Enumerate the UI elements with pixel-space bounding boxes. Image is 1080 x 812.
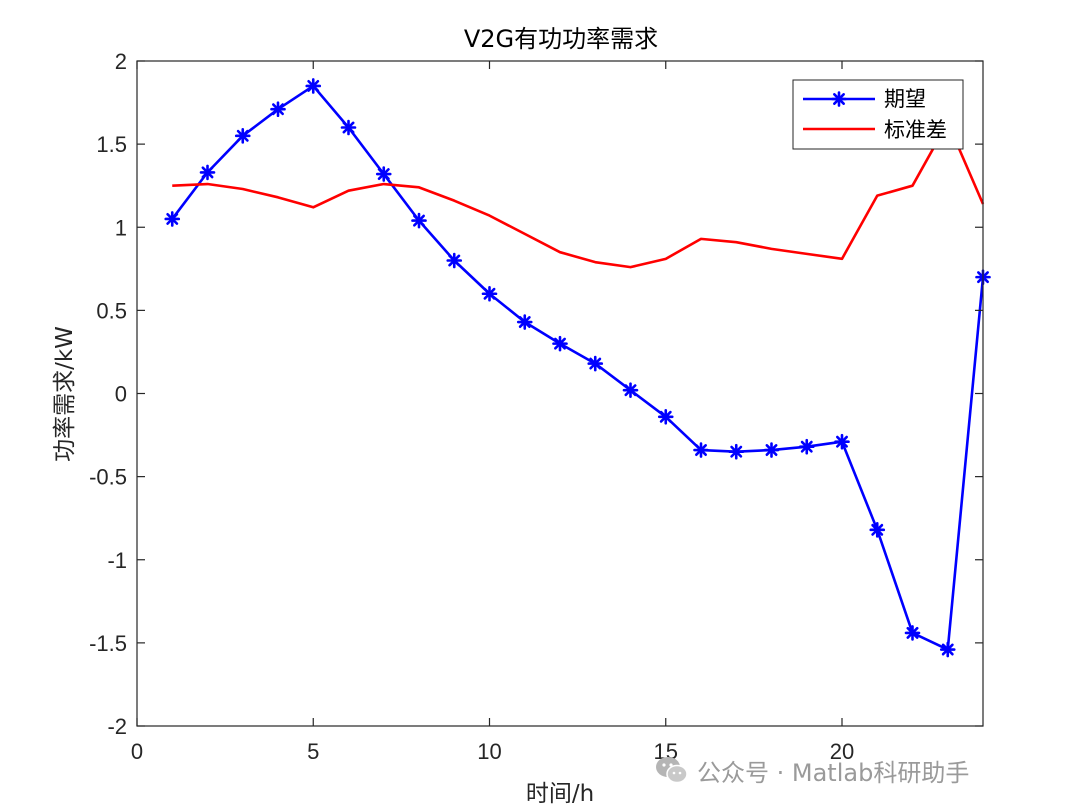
data-point-marker bbox=[305, 78, 322, 94]
data-point-marker bbox=[234, 128, 251, 144]
chart-title: V2G有功功率需求 bbox=[464, 25, 658, 53]
legend-box bbox=[792, 79, 964, 150]
data-point-marker bbox=[340, 119, 357, 136]
data-point-marker bbox=[375, 166, 392, 182]
data-point-marker bbox=[763, 442, 780, 458]
wechat-icon bbox=[656, 757, 688, 784]
legend-marker-expectation bbox=[831, 91, 847, 107]
x-tick-label: 0 bbox=[131, 739, 143, 764]
y-tick-label: -2 bbox=[107, 714, 127, 739]
data-point-marker bbox=[587, 355, 604, 372]
legend-label-expectation: 期望 bbox=[884, 87, 926, 111]
data-point-marker bbox=[869, 522, 886, 538]
legend-label-std: 标准差 bbox=[884, 118, 947, 142]
data-point-marker bbox=[622, 382, 639, 398]
series-layer bbox=[164, 78, 991, 658]
y-axis: -2 -1.5 -1 -0.5 0 0.5 1 1.5 2 bbox=[89, 49, 983, 739]
legend-asterisk bbox=[831, 91, 847, 107]
x-tick-label: 10 bbox=[477, 739, 501, 764]
y-axis-title: 功率需求/kW bbox=[52, 326, 78, 462]
data-point-marker bbox=[199, 164, 216, 181]
series-line-expectation bbox=[171, 84, 985, 651]
watermark-text: 公众号 · Matlab科研助手 bbox=[697, 758, 970, 787]
data-point-marker bbox=[728, 443, 745, 460]
data-point-marker bbox=[693, 442, 709, 458]
watermark: 公众号 · Matlab科研助手 bbox=[655, 752, 969, 788]
data-point-marker bbox=[904, 625, 921, 641]
data-point-marker bbox=[834, 433, 850, 450]
data-point-marker bbox=[270, 101, 286, 118]
series-line-std bbox=[172, 121, 985, 269]
data-point-marker bbox=[411, 212, 427, 229]
y-tick-label: 2 bbox=[115, 49, 127, 74]
data-point-marker bbox=[446, 252, 463, 269]
data-point-marker bbox=[516, 314, 533, 330]
data-point-marker bbox=[164, 211, 181, 227]
y-tick-label: 1.5 bbox=[96, 132, 127, 157]
y-tick-label: 0 bbox=[115, 382, 127, 407]
x-tick-label: 5 bbox=[307, 739, 319, 764]
data-point-marker bbox=[798, 438, 815, 455]
y-tick-label: 0.5 bbox=[96, 298, 127, 323]
data-point-marker bbox=[939, 641, 956, 658]
data-point-marker bbox=[481, 285, 498, 302]
x-axis: 0 5 10 15 20 bbox=[131, 61, 854, 764]
x-axis-title: 时间/h bbox=[526, 781, 594, 807]
y-tick-label: -1 bbox=[107, 548, 127, 573]
y-tick-label: -0.5 bbox=[89, 465, 127, 490]
legend: 期望 标准差 bbox=[792, 79, 964, 150]
data-point-marker bbox=[552, 335, 568, 352]
data-point-marker bbox=[657, 408, 674, 425]
plot-area bbox=[137, 61, 983, 726]
x-tick-label: 20 bbox=[830, 739, 854, 764]
y-tick-label: -1.5 bbox=[89, 631, 127, 656]
y-tick-label: 1 bbox=[115, 215, 127, 240]
